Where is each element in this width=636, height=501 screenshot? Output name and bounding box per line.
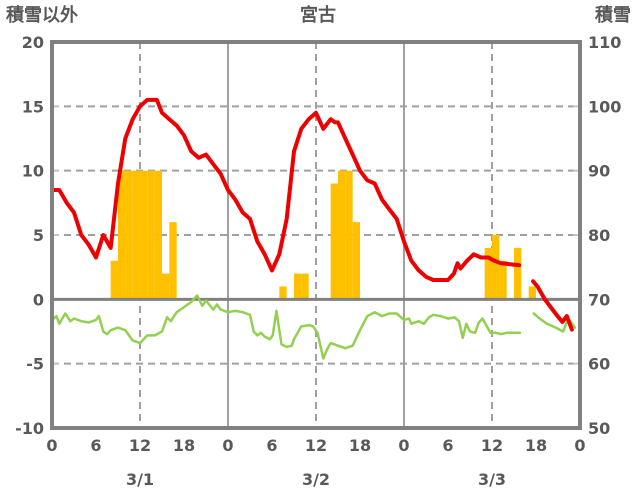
date-label: 3/1: [126, 470, 154, 489]
snowfall-bar: [147, 170, 155, 300]
snowfall-bar: [110, 260, 118, 300]
x-axis-tick-label: 12: [129, 436, 151, 455]
right-axis-title: 積雪: [595, 5, 631, 26]
x-axis-tick-label: 18: [349, 436, 371, 455]
snowfall-bar: [125, 170, 133, 300]
right-axis-tick-label: 50: [588, 419, 610, 438]
x-axis-tick-label: 6: [442, 436, 453, 455]
snowfall-bar: [118, 170, 126, 300]
x-axis-tick-label: 0: [222, 436, 233, 455]
snowfall-bar: [279, 286, 287, 300]
x-axis-tick-label: 6: [90, 436, 101, 455]
snowfall-bar: [154, 170, 162, 300]
snowfall-bar: [338, 170, 346, 300]
x-axis-tick-label: 6: [266, 436, 277, 455]
right-axis-tick-label: 110: [588, 33, 621, 52]
snowfall-bar: [514, 247, 522, 300]
red-line: [50, 97, 522, 282]
right-axis-tick-label: 80: [588, 226, 610, 245]
snowfall-bar: [528, 286, 536, 300]
date-label: 3/2: [302, 470, 330, 489]
snowfall-bar: [484, 247, 492, 300]
snowfall-bar: [352, 222, 360, 300]
snowfall-bar: [330, 183, 338, 300]
plot-border: [50, 40, 582, 430]
left-axis-tick-label: 5: [33, 226, 44, 245]
date-label: 3/3: [478, 470, 506, 489]
x-axis-tick-label: 0: [46, 436, 57, 455]
right-axis-tick-label: 100: [588, 97, 621, 116]
green-line: [50, 294, 522, 360]
chart-title: 宮古: [300, 5, 336, 26]
right-axis-tick-label: 60: [588, 355, 610, 374]
x-axis-tick-label: 12: [481, 436, 503, 455]
x-axis-tick-label: 0: [398, 436, 409, 455]
left-axis-tick-label: 20: [22, 33, 44, 52]
left-axis-title: 積雪以外: [6, 5, 78, 26]
right-axis-tick-label: 90: [588, 162, 610, 181]
snowfall-bar: [294, 273, 302, 300]
x-axis-tick-label: 0: [574, 436, 585, 455]
x-axis-tick-label: 18: [525, 436, 547, 455]
right-axis-tick-label: 70: [588, 290, 610, 309]
x-axis-tick-label: 12: [305, 436, 327, 455]
snowfall-bar: [132, 170, 140, 300]
left-axis-tick-label: 15: [22, 97, 44, 116]
red-line: [531, 279, 574, 332]
x-axis-tick-label: 18: [173, 436, 195, 455]
left-axis-tick-label: -10: [15, 419, 44, 438]
left-axis-tick-label: -5: [26, 355, 44, 374]
snowfall-bar: [492, 235, 500, 300]
snowfall-bar: [345, 170, 353, 300]
snowfall-bar: [169, 222, 177, 300]
snowfall-bar: [162, 273, 170, 300]
snowfall-bar: [499, 260, 507, 300]
snowfall-bar: [140, 170, 148, 300]
left-axis-tick-label: 0: [33, 290, 44, 309]
snowfall-bar: [301, 273, 309, 300]
left-axis-tick-label: 10: [22, 162, 44, 181]
